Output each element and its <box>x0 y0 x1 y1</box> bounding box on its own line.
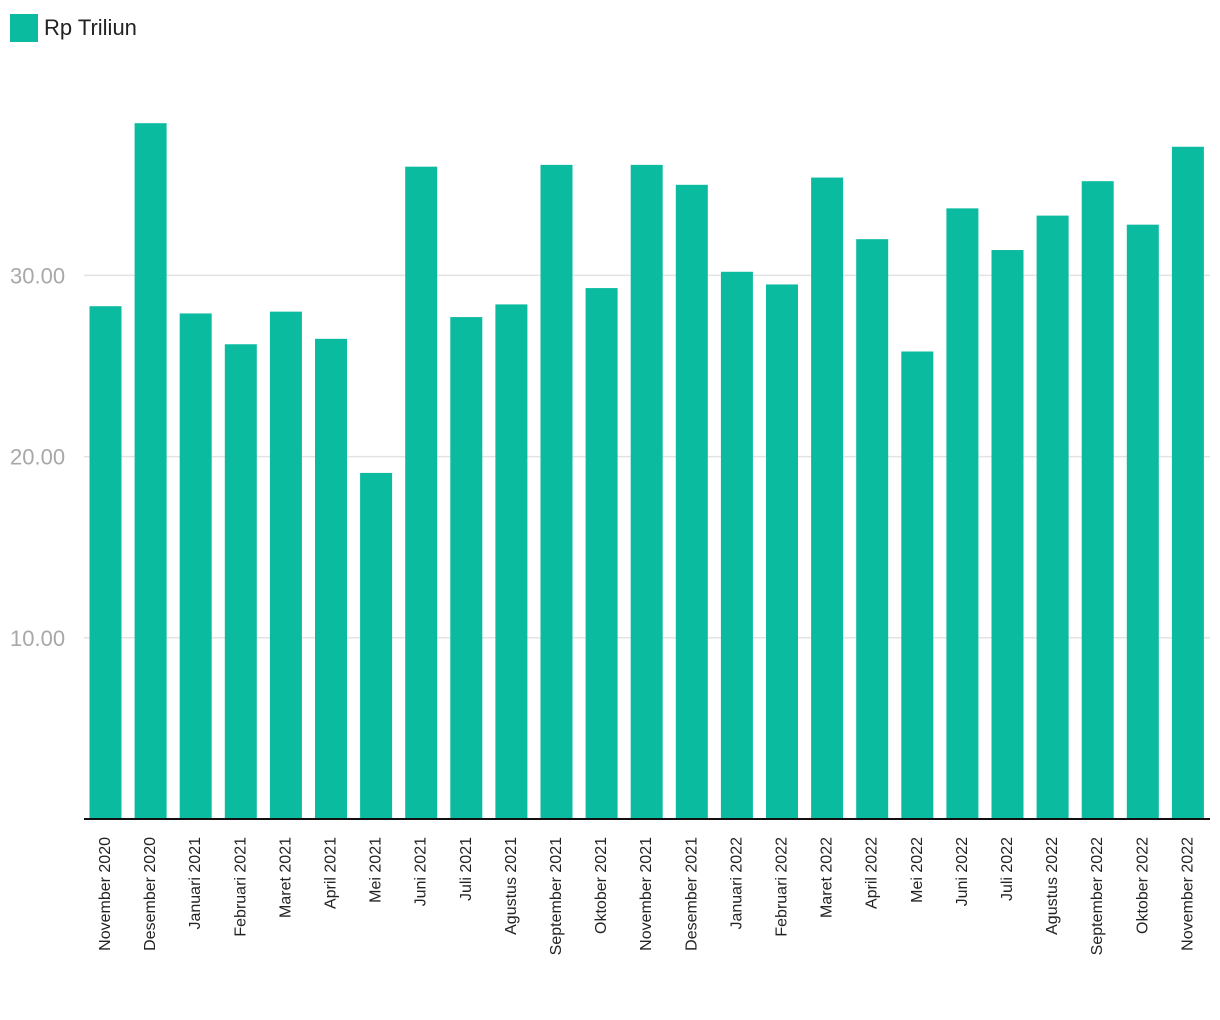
x-tick-label: September 2021 <box>548 837 565 955</box>
x-tick-label: Desember 2020 <box>142 837 159 951</box>
x-tick-label: Agustus 2022 <box>1044 837 1061 935</box>
bar <box>720 271 753 819</box>
y-tick-label: 20.00 <box>10 445 65 470</box>
x-tick-label: Agustus 2021 <box>503 837 520 935</box>
bar <box>540 164 573 820</box>
bar <box>224 344 257 819</box>
legend: Rp Triliun <box>10 14 137 42</box>
x-tick-label: Maret 2022 <box>819 837 836 918</box>
x-tick-label: Januari 2021 <box>187 837 204 930</box>
legend-swatch <box>10 14 38 42</box>
x-axis-labels: November 2020 Desember 2020 Januari 2021 Fe… <box>97 837 1196 955</box>
x-tick-label: Mei 2021 <box>368 837 385 903</box>
x-tick-label: November 2022 <box>1179 837 1196 951</box>
bar <box>1171 146 1204 820</box>
bar <box>315 338 347 819</box>
x-tick-label: Januari 2022 <box>728 837 745 930</box>
x-tick-label: Maret 2021 <box>277 837 294 918</box>
x-tick-label: Desember 2021 <box>683 837 700 951</box>
bar <box>405 166 438 819</box>
bar <box>269 311 302 819</box>
bar <box>675 184 708 820</box>
x-tick-label: Oktober 2022 <box>1134 837 1151 934</box>
bar <box>495 304 528 820</box>
x-tick-label: November 2021 <box>638 837 655 951</box>
bar <box>89 306 122 820</box>
bar <box>450 317 483 819</box>
bar <box>946 208 979 819</box>
bar <box>360 472 393 819</box>
x-tick-label: November 2020 <box>97 837 114 951</box>
legend-label: Rp Triliun <box>44 15 137 40</box>
y-axis-ticks: 10.00 20.00 30.00 <box>10 263 65 650</box>
y-tick-label: 10.00 <box>10 626 65 651</box>
x-tick-label: Juni 2022 <box>954 837 971 906</box>
bar <box>1126 224 1159 819</box>
x-tick-label: Juli 2021 <box>458 837 475 901</box>
y-tick-label: 30.00 <box>10 263 65 288</box>
bar <box>991 250 1024 820</box>
bar <box>630 164 663 820</box>
bar <box>901 351 934 819</box>
x-tick-label: September 2022 <box>1089 837 1106 955</box>
bar <box>179 313 212 819</box>
x-tick-label: Mei 2022 <box>909 837 926 903</box>
bars <box>89 123 1204 820</box>
x-tick-label: Juni 2021 <box>413 837 430 906</box>
bar <box>585 288 618 820</box>
bar <box>856 239 889 819</box>
bar <box>1081 181 1114 819</box>
bar <box>811 177 844 819</box>
bar <box>766 284 798 820</box>
x-tick-label: April 2022 <box>864 837 881 909</box>
bar <box>1036 215 1069 819</box>
x-tick-label: Februari 2021 <box>232 837 249 937</box>
bar <box>134 123 167 819</box>
x-tick-label: April 2021 <box>323 837 340 909</box>
x-tick-label: Oktober 2021 <box>593 837 610 934</box>
x-tick-label: Juli 2022 <box>999 837 1016 901</box>
x-tick-label: Februari 2022 <box>774 837 791 937</box>
